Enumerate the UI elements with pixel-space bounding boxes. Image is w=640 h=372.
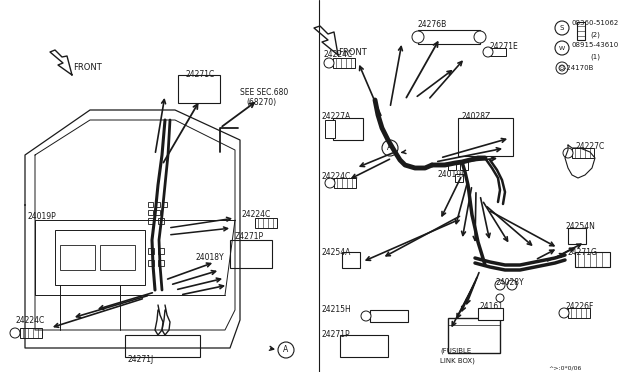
Text: 24018Y: 24018Y bbox=[195, 253, 223, 262]
Circle shape bbox=[507, 280, 517, 290]
Bar bbox=[340, 335, 388, 357]
Bar bbox=[148, 210, 153, 215]
Circle shape bbox=[559, 308, 569, 318]
Circle shape bbox=[556, 62, 568, 74]
Circle shape bbox=[555, 41, 569, 55]
Circle shape bbox=[563, 148, 573, 158]
Circle shape bbox=[559, 65, 565, 71]
Bar bbox=[568, 228, 586, 244]
Text: 24276B: 24276B bbox=[418, 20, 447, 29]
Bar bbox=[148, 202, 153, 207]
Text: 24271G: 24271G bbox=[568, 248, 598, 257]
Text: A: A bbox=[387, 144, 392, 153]
Circle shape bbox=[324, 58, 334, 68]
Text: 08915-43610: 08915-43610 bbox=[572, 42, 620, 48]
Text: 24271P: 24271P bbox=[322, 330, 351, 339]
Text: LINK BOX): LINK BOX) bbox=[440, 358, 475, 365]
Text: 24224C: 24224C bbox=[322, 172, 351, 181]
Circle shape bbox=[361, 311, 371, 321]
Circle shape bbox=[10, 328, 20, 338]
Text: 24224C: 24224C bbox=[324, 50, 353, 59]
Text: 24227C: 24227C bbox=[576, 142, 605, 151]
Circle shape bbox=[382, 140, 398, 156]
Text: 08360-51062: 08360-51062 bbox=[572, 20, 620, 26]
Bar bbox=[333, 58, 355, 68]
Circle shape bbox=[325, 178, 335, 188]
Bar bbox=[148, 248, 154, 254]
Bar bbox=[568, 308, 590, 318]
Text: 24028Y: 24028Y bbox=[495, 278, 524, 287]
Text: (2): (2) bbox=[590, 32, 600, 38]
Bar bbox=[575, 252, 610, 267]
Bar bbox=[488, 48, 506, 56]
Text: 24227A: 24227A bbox=[322, 112, 351, 121]
Text: FRONT: FRONT bbox=[338, 48, 367, 57]
Bar bbox=[178, 75, 220, 103]
Text: ⊙-24170B: ⊙-24170B bbox=[558, 65, 593, 71]
Bar bbox=[460, 162, 468, 170]
Text: A: A bbox=[284, 346, 289, 355]
Text: 24028Z: 24028Z bbox=[462, 112, 492, 121]
Text: 24224C: 24224C bbox=[242, 210, 271, 219]
Bar bbox=[148, 260, 154, 266]
Text: (1): (1) bbox=[590, 54, 600, 61]
Text: 24271J: 24271J bbox=[128, 355, 154, 364]
Text: 24224C: 24224C bbox=[15, 316, 44, 325]
Bar bbox=[342, 252, 360, 268]
Text: 24226F: 24226F bbox=[565, 302, 593, 311]
Bar bbox=[572, 148, 594, 158]
Bar bbox=[155, 202, 160, 207]
Bar bbox=[455, 174, 463, 182]
Bar bbox=[230, 240, 272, 268]
Bar bbox=[148, 218, 154, 224]
Bar bbox=[418, 30, 480, 44]
Bar bbox=[100, 245, 135, 270]
Bar bbox=[20, 328, 42, 338]
Circle shape bbox=[412, 31, 424, 43]
Bar bbox=[255, 218, 277, 228]
Text: ^>:0*0/06: ^>:0*0/06 bbox=[548, 365, 581, 370]
Text: FRONT: FRONT bbox=[73, 63, 102, 72]
Text: S: S bbox=[560, 25, 564, 31]
Bar bbox=[158, 248, 164, 254]
Bar bbox=[158, 218, 164, 224]
Circle shape bbox=[496, 294, 504, 302]
Text: 24271E: 24271E bbox=[490, 42, 519, 51]
Circle shape bbox=[495, 280, 505, 290]
Text: (68270): (68270) bbox=[246, 98, 276, 107]
Bar bbox=[162, 202, 167, 207]
Text: 24254A: 24254A bbox=[322, 248, 351, 257]
Bar bbox=[60, 245, 95, 270]
Text: (FUSIBLE: (FUSIBLE bbox=[440, 348, 471, 355]
Circle shape bbox=[474, 31, 486, 43]
Bar bbox=[158, 260, 164, 266]
Bar bbox=[448, 318, 500, 353]
Bar bbox=[370, 310, 408, 322]
Circle shape bbox=[555, 21, 569, 35]
Text: 24161: 24161 bbox=[480, 302, 504, 311]
Text: W: W bbox=[559, 45, 565, 51]
Bar bbox=[478, 308, 503, 320]
Bar bbox=[155, 210, 160, 215]
Bar bbox=[125, 335, 200, 357]
Bar bbox=[325, 120, 335, 138]
Bar bbox=[55, 230, 145, 285]
Circle shape bbox=[483, 47, 493, 57]
Text: 24019P: 24019P bbox=[438, 170, 467, 179]
Text: SEE SEC.680: SEE SEC.680 bbox=[240, 88, 288, 97]
Bar bbox=[448, 162, 456, 170]
Text: 24254N: 24254N bbox=[566, 222, 596, 231]
Bar bbox=[577, 22, 585, 40]
Bar bbox=[333, 118, 363, 140]
Bar bbox=[458, 118, 513, 156]
Circle shape bbox=[278, 342, 294, 358]
Bar bbox=[334, 178, 356, 188]
Text: 24019P: 24019P bbox=[28, 212, 57, 221]
Text: 24271C: 24271C bbox=[185, 70, 214, 79]
Text: 24215H: 24215H bbox=[322, 305, 352, 314]
Text: Z4271P: Z4271P bbox=[235, 232, 264, 241]
